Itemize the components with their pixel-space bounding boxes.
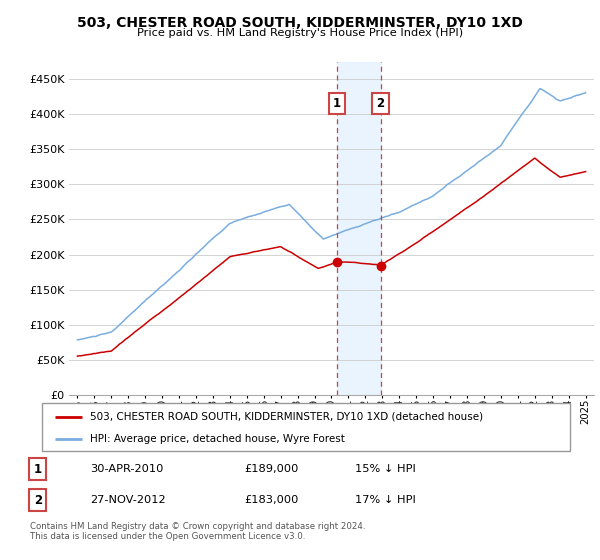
- Text: Contains HM Land Registry data © Crown copyright and database right 2024.
This d: Contains HM Land Registry data © Crown c…: [30, 522, 365, 542]
- Text: £183,000: £183,000: [245, 496, 299, 506]
- Text: £189,000: £189,000: [245, 464, 299, 474]
- Text: 503, CHESTER ROAD SOUTH, KIDDERMINSTER, DY10 1XD (detached house): 503, CHESTER ROAD SOUTH, KIDDERMINSTER, …: [89, 412, 482, 422]
- Text: 27-NOV-2012: 27-NOV-2012: [90, 496, 166, 506]
- Text: Price paid vs. HM Land Registry's House Price Index (HPI): Price paid vs. HM Land Registry's House …: [137, 28, 463, 38]
- Text: HPI: Average price, detached house, Wyre Forest: HPI: Average price, detached house, Wyre…: [89, 434, 344, 444]
- FancyBboxPatch shape: [42, 403, 570, 451]
- Text: 1: 1: [333, 97, 341, 110]
- Text: 1: 1: [34, 463, 42, 475]
- Text: 2: 2: [377, 97, 385, 110]
- Text: 503, CHESTER ROAD SOUTH, KIDDERMINSTER, DY10 1XD: 503, CHESTER ROAD SOUTH, KIDDERMINSTER, …: [77, 16, 523, 30]
- Text: 2: 2: [34, 494, 42, 507]
- Text: 17% ↓ HPI: 17% ↓ HPI: [355, 496, 416, 506]
- Bar: [337, 62, 380, 395]
- Text: 30-APR-2010: 30-APR-2010: [90, 464, 164, 474]
- Text: 15% ↓ HPI: 15% ↓ HPI: [355, 464, 416, 474]
